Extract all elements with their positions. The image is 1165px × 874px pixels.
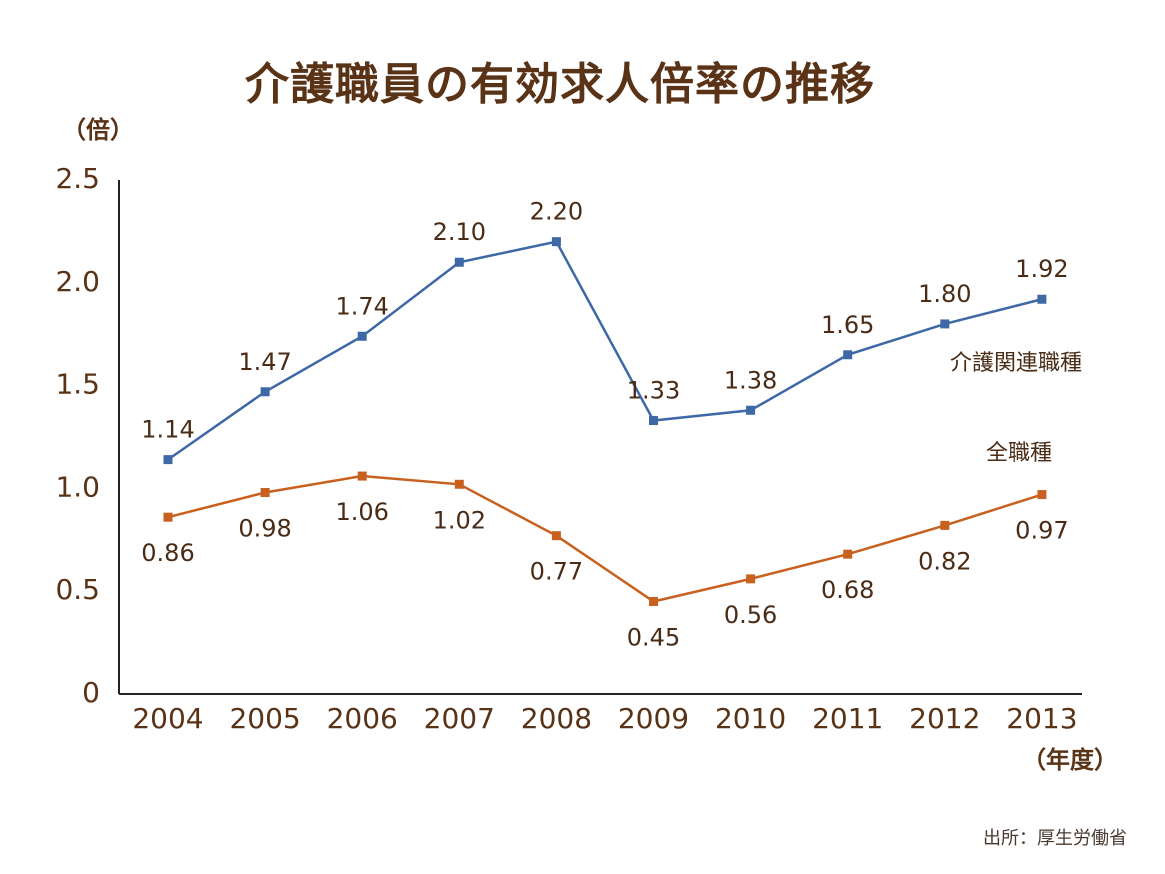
y-tick-label: 2.0 xyxy=(55,265,100,298)
series-line xyxy=(167,240,1043,461)
x-tick-label: 2004 xyxy=(132,702,203,735)
data-point xyxy=(260,387,270,397)
data-label: 0.82 xyxy=(918,547,971,575)
y-tick-label: 2.5 xyxy=(55,162,100,195)
data-point xyxy=(940,319,950,329)
data-point xyxy=(843,350,853,360)
data-point xyxy=(649,596,658,606)
series-2: 0.86 0.98 1.06 1.02 0.77 0.45 0.56 0.68 0.82 0.97… xyxy=(141,441,1068,651)
x-tick-label: 2008 xyxy=(521,702,592,735)
data-point xyxy=(163,512,173,522)
axes xyxy=(118,180,1082,695)
y-tick-label: 0 xyxy=(82,676,100,709)
data-point xyxy=(551,237,561,247)
x-tick-label: 2011 xyxy=(812,702,883,735)
data-label: 0.97 xyxy=(1015,517,1068,545)
x-tick-label: 2010 xyxy=(715,702,786,735)
x-tick-label: 2005 xyxy=(229,702,300,735)
y-tick-label: 1.0 xyxy=(55,470,100,503)
data-point xyxy=(940,520,950,530)
x-tick-label: 2013 xyxy=(1006,702,1077,735)
data-label: 0.68 xyxy=(821,576,874,604)
source-note: 出所：厚生労働省 xyxy=(983,828,1127,849)
data-label: 0.98 xyxy=(238,515,291,543)
data-label: 1.06 xyxy=(335,498,388,526)
y-axis-unit: （倍） xyxy=(62,116,134,144)
y-tick-label: 1.5 xyxy=(55,368,100,401)
data-point xyxy=(1037,294,1047,304)
data-point xyxy=(357,331,367,341)
data-label: 0.45 xyxy=(627,623,680,651)
x-axis-ticks: 2004 2005 2006 2007 2008 2009 2010 2011 2012 2013 xyxy=(132,702,1077,735)
data-label: 1.65 xyxy=(821,311,874,339)
data-label: 1.02 xyxy=(433,506,486,534)
data-label: 1.92 xyxy=(1015,255,1068,283)
x-tick-label: 2012 xyxy=(909,702,980,735)
data-point xyxy=(746,574,756,584)
data-label: 1.80 xyxy=(918,280,971,308)
series-name-label: 介護関連職種 xyxy=(950,351,1082,376)
x-tick-label: 2006 xyxy=(327,702,398,735)
y-tick-label: 0.5 xyxy=(55,573,100,606)
data-point xyxy=(551,531,561,541)
series-layer: 1.14 1.47 1.74 2.10 2.20 1.33 1.38 1.65 1.80 1.92… xyxy=(141,198,1082,652)
series-name-label: 全職種 xyxy=(986,441,1052,466)
data-label: 1.47 xyxy=(238,348,291,376)
x-axis-unit: （年度） xyxy=(1022,746,1118,774)
data-label: 0.86 xyxy=(141,539,194,567)
data-label: 0.77 xyxy=(530,558,583,586)
data-point xyxy=(357,471,367,481)
data-point xyxy=(163,455,173,465)
series-1: 1.14 1.47 1.74 2.10 2.20 1.33 1.38 1.65 1.80 1.92… xyxy=(141,198,1082,465)
data-point xyxy=(746,405,756,415)
data-point xyxy=(454,479,464,489)
data-label: 1.74 xyxy=(335,292,388,320)
series-line xyxy=(167,474,1043,603)
data-point xyxy=(649,416,658,426)
data-label: 2.20 xyxy=(530,198,583,226)
data-point xyxy=(260,488,270,498)
data-point xyxy=(1037,490,1047,500)
x-tick-label: 2007 xyxy=(424,702,495,735)
chart-title: 介護職員の有効求人倍率の推移 xyxy=(245,59,875,110)
data-label: 0.56 xyxy=(724,601,777,629)
data-label: 2.10 xyxy=(433,218,486,246)
data-point xyxy=(454,257,464,267)
data-point xyxy=(843,549,853,559)
data-label: 1.33 xyxy=(627,377,680,405)
x-tick-label: 2009 xyxy=(618,702,689,735)
data-label: 1.38 xyxy=(724,366,777,394)
y-axis-ticks: 0 0.5 1.0 1.5 2.0 2.5 xyxy=(55,162,100,709)
data-label: 1.14 xyxy=(141,416,194,444)
